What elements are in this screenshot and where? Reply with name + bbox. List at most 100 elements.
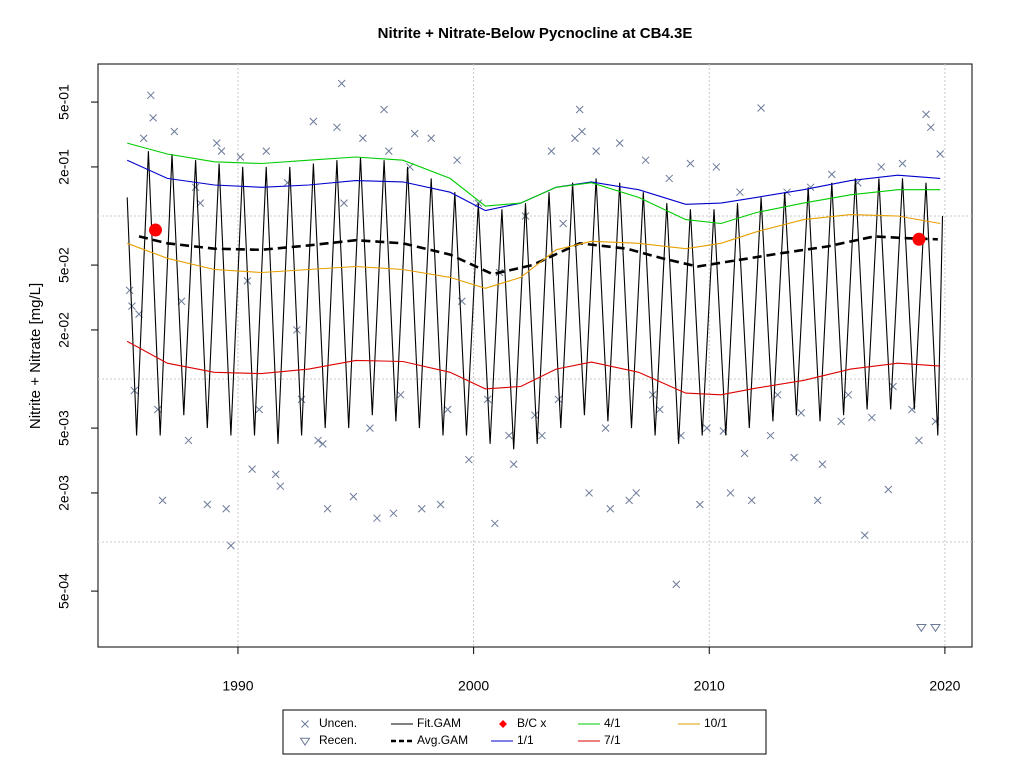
x-tick-label: 2020 bbox=[929, 678, 960, 694]
x-tick-label: 2000 bbox=[458, 678, 489, 694]
data-point bbox=[146, 91, 155, 100]
data-point bbox=[184, 436, 193, 445]
data-point bbox=[389, 509, 398, 518]
legend-label: B/C x bbox=[517, 716, 546, 730]
legend-label: 1/1 bbox=[517, 733, 534, 747]
x-tick-label: 1990 bbox=[222, 678, 253, 694]
data-point bbox=[366, 424, 374, 432]
data-point bbox=[665, 174, 674, 183]
data-point bbox=[889, 382, 897, 391]
data-point bbox=[149, 114, 157, 122]
data-point bbox=[877, 163, 886, 171]
legend-label: Fit.GAM bbox=[417, 716, 461, 730]
data-point bbox=[837, 417, 846, 426]
data-point bbox=[255, 405, 264, 414]
y-axis-label: Nitrite + Nitrate [mg/L] bbox=[27, 283, 44, 429]
series-line bbox=[138, 235, 938, 276]
data-point bbox=[655, 405, 664, 414]
data-point bbox=[465, 455, 473, 464]
data-point bbox=[818, 460, 827, 469]
series-line bbox=[127, 142, 941, 225]
data-point bbox=[695, 500, 704, 509]
legend-label: Recen. bbox=[319, 733, 357, 747]
data-point bbox=[726, 489, 735, 497]
data-point bbox=[212, 139, 221, 147]
data-point bbox=[318, 440, 327, 448]
data-point bbox=[554, 395, 563, 404]
data-point bbox=[736, 188, 744, 197]
series-line bbox=[127, 214, 941, 289]
data-point bbox=[427, 134, 436, 143]
data-point bbox=[606, 504, 615, 513]
data-point bbox=[703, 424, 711, 432]
plot-layer bbox=[125, 79, 945, 633]
data-point bbox=[153, 405, 162, 414]
data-point bbox=[453, 156, 461, 165]
data-point bbox=[384, 147, 393, 155]
data-point bbox=[417, 504, 426, 513]
data-point bbox=[227, 541, 235, 550]
data-point bbox=[867, 413, 876, 422]
data-point bbox=[860, 531, 869, 540]
data-point bbox=[672, 580, 681, 589]
data-point bbox=[686, 159, 695, 168]
data-point bbox=[912, 232, 926, 246]
data-point bbox=[827, 170, 836, 179]
data-point bbox=[314, 436, 322, 445]
legend-box bbox=[282, 709, 767, 755]
data-point bbox=[625, 496, 633, 505]
legend-label: 10/1 bbox=[704, 716, 728, 730]
data-point bbox=[509, 460, 518, 469]
data-point bbox=[276, 482, 285, 491]
data-point bbox=[936, 150, 945, 158]
data-point bbox=[884, 485, 893, 494]
data-point bbox=[571, 134, 579, 143]
y-tick-label: 2e-02 bbox=[56, 312, 72, 348]
data-point bbox=[797, 409, 806, 417]
data-point bbox=[333, 123, 341, 132]
data-point bbox=[283, 178, 292, 187]
y-tick-label: 2e-03 bbox=[56, 475, 72, 511]
legend-symbol bbox=[301, 720, 309, 728]
data-point bbox=[380, 105, 388, 114]
data-point bbox=[359, 134, 367, 143]
data-point bbox=[139, 134, 148, 143]
data-point bbox=[158, 496, 167, 505]
data-point bbox=[915, 624, 927, 633]
data-point bbox=[531, 411, 539, 420]
data-point bbox=[349, 492, 358, 501]
data-point bbox=[813, 496, 822, 505]
data-point bbox=[323, 504, 332, 513]
data-point bbox=[191, 183, 200, 192]
data-point bbox=[521, 212, 530, 220]
data-point bbox=[922, 110, 930, 119]
data-point bbox=[373, 514, 381, 523]
data-point bbox=[898, 159, 907, 168]
data-point bbox=[222, 504, 231, 513]
data-point bbox=[930, 624, 941, 633]
data-point bbox=[538, 431, 546, 440]
y-tick-label: 2e-01 bbox=[56, 149, 72, 185]
data-point bbox=[915, 436, 923, 445]
data-point bbox=[505, 431, 513, 440]
data-point bbox=[712, 163, 721, 171]
data-point bbox=[547, 147, 556, 155]
plot-frame bbox=[97, 63, 973, 648]
data-point bbox=[757, 104, 765, 112]
data-point bbox=[410, 129, 419, 138]
legend-symbol bbox=[299, 737, 311, 746]
legend-label: 7/1 bbox=[604, 733, 621, 747]
data-point bbox=[125, 286, 134, 295]
data-point bbox=[844, 390, 853, 399]
series-line bbox=[126, 340, 941, 396]
data-point bbox=[217, 147, 226, 155]
data-point bbox=[926, 123, 935, 132]
data-point bbox=[601, 424, 610, 432]
data-point bbox=[148, 223, 162, 237]
data-point bbox=[766, 431, 775, 440]
y-tick-label: 5e-03 bbox=[56, 410, 72, 446]
legend-label: 4/1 bbox=[604, 716, 621, 730]
y-tick-label: 5e-04 bbox=[56, 573, 72, 609]
legend-label: Uncen. bbox=[319, 716, 357, 730]
